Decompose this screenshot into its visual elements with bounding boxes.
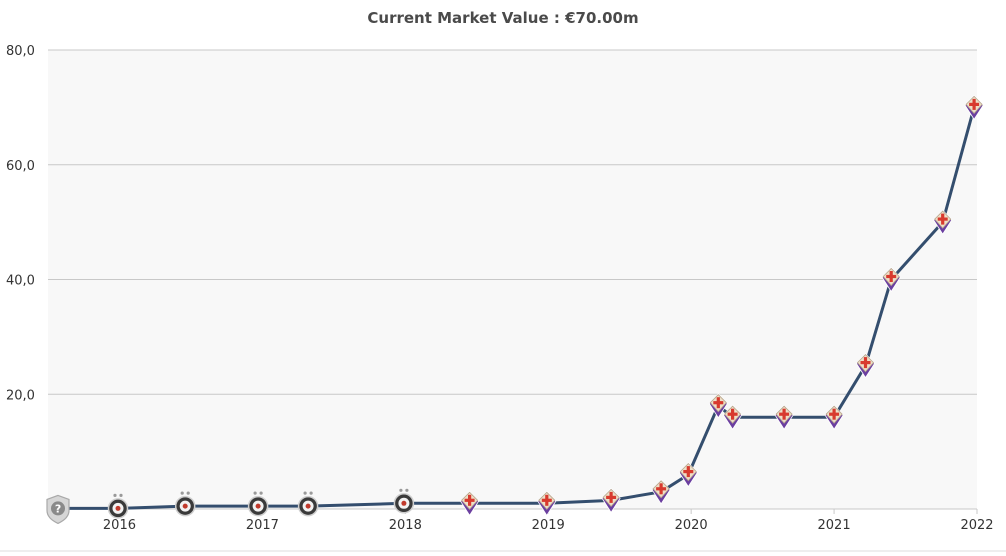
- partizan-crest-icon[interactable]: [174, 491, 196, 517]
- fiorentina-crest-icon[interactable]: [774, 404, 794, 430]
- fiorentina-crest-icon[interactable]: [855, 353, 876, 379]
- fiorentina-crest-icon[interactable]: [881, 266, 901, 293]
- partizan-crest-icon[interactable]: [297, 491, 319, 517]
- fiorentina-crest-icon[interactable]: [601, 487, 621, 514]
- partizan-crest-icon[interactable]: [393, 488, 415, 514]
- x-tick-label: 2016: [103, 518, 136, 533]
- y-tick-label: 60,0: [6, 159, 35, 174]
- grid-lines: [48, 49, 977, 510]
- x-axis-ticks: 2016 2017 2018 2019 2020 2021 2022: [103, 509, 994, 533]
- question-shield-icon[interactable]: ?: [46, 494, 70, 525]
- y-tick-label: 40,0: [6, 274, 35, 289]
- y-tick-label: 80,0: [6, 44, 35, 59]
- x-tick-label: 2017: [246, 518, 279, 533]
- fiorentina-crest-icon[interactable]: [933, 209, 953, 235]
- fiorentina-crest-icon[interactable]: [651, 479, 671, 505]
- y-tick-label: 20,0: [6, 388, 35, 403]
- x-tick-label: 2018: [389, 518, 422, 533]
- x-tick-label: 2022: [960, 518, 993, 533]
- data-markers: ?: [46, 94, 984, 525]
- y-axis-ticks: 20,0 40,0 60,0 80,0: [6, 44, 35, 403]
- svg-text:?: ?: [55, 502, 61, 515]
- fiorentina-crest-icon[interactable]: [824, 404, 844, 430]
- fiorentina-crest-icon[interactable]: [678, 462, 698, 488]
- fiorentina-crest-icon[interactable]: [537, 490, 557, 517]
- chart-title: Current Market Value : €70.00m: [367, 9, 639, 27]
- x-tick-label: 2019: [532, 518, 565, 533]
- partizan-crest-icon[interactable]: [247, 491, 269, 517]
- fiorentina-crest-icon[interactable]: [964, 94, 984, 121]
- partizan-crest-icon[interactable]: [107, 493, 129, 519]
- fiorentina-crest-icon[interactable]: [723, 404, 743, 430]
- fiorentina-crest-icon[interactable]: [460, 490, 480, 517]
- x-tick-label: 2021: [818, 518, 851, 533]
- x-tick-label: 2020: [675, 518, 708, 533]
- fiorentina-crest-icon[interactable]: [708, 393, 728, 419]
